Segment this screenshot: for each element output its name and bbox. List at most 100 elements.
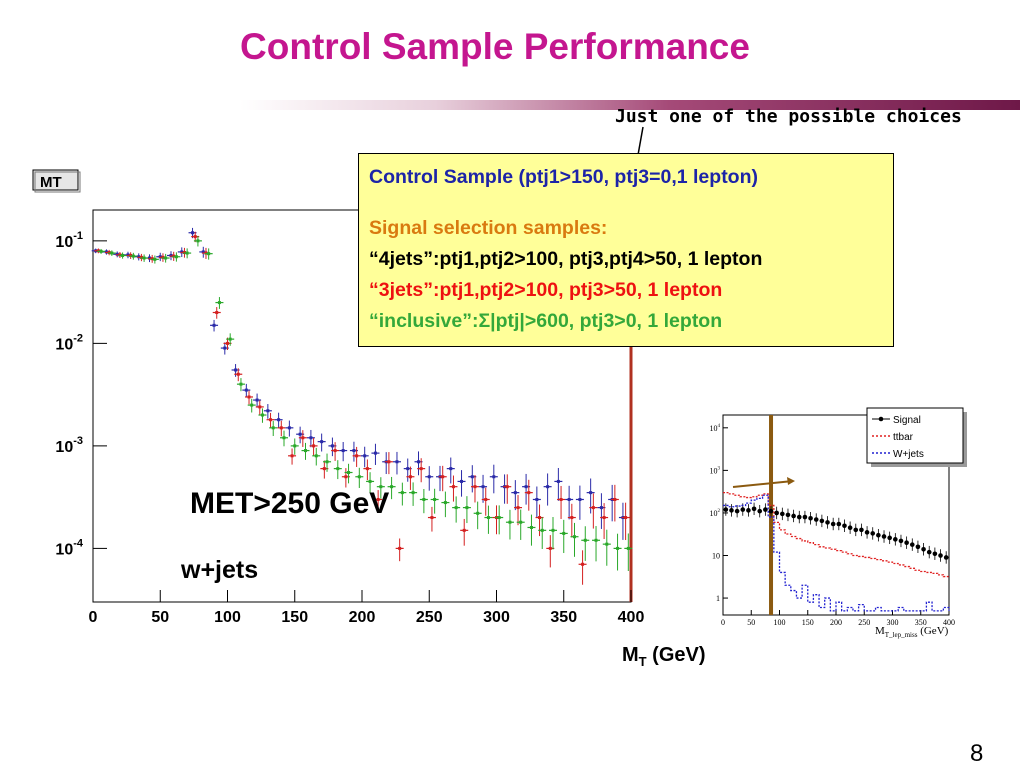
data-point	[503, 474, 512, 504]
inset-series-line	[723, 494, 950, 612]
data-point	[258, 408, 267, 423]
data-point	[323, 453, 332, 472]
signal-selection-header: Signal selection samples:	[369, 217, 608, 239]
data-point	[516, 509, 525, 540]
data-point	[279, 430, 288, 447]
y-tick-label: 10-1	[55, 230, 83, 251]
inset-data-point	[938, 549, 943, 562]
data-point	[554, 467, 563, 501]
data-point	[255, 400, 264, 415]
inset-data-point	[853, 523, 859, 537]
inset-x-tick-label: 350	[915, 618, 927, 627]
inset-data-point	[819, 514, 825, 528]
data-point	[441, 491, 450, 518]
data-point	[548, 517, 557, 550]
data-point	[288, 448, 297, 465]
slide-title: Control Sample Performance	[240, 26, 750, 67]
x-axis-unit-label: MT (GeV)	[622, 644, 706, 669]
data-point	[140, 254, 149, 262]
data-point	[575, 485, 584, 520]
data-point	[150, 255, 159, 264]
histogram-name: MT	[40, 174, 62, 191]
data-point	[449, 475, 458, 502]
inset-data-point	[791, 509, 796, 523]
inset-data-point	[734, 504, 740, 518]
data-point	[538, 517, 547, 549]
legend-ttbar: ttbar	[893, 432, 914, 443]
x-tick-label: 350	[550, 609, 577, 626]
data-point	[339, 441, 348, 462]
data-point	[527, 514, 536, 546]
inset-series-0	[723, 502, 949, 564]
inset-x-tick-label: 250	[858, 618, 870, 627]
data-point	[406, 466, 415, 490]
inset-data-point	[921, 543, 926, 556]
inset-data-point	[768, 504, 774, 518]
x-tick-label: 400	[618, 609, 645, 626]
data-point	[514, 495, 523, 526]
data-point	[479, 474, 488, 503]
page-number: 8	[970, 740, 984, 767]
data-point	[398, 482, 407, 506]
data-point	[495, 505, 504, 535]
inset-y-tick-label: 103	[710, 466, 721, 475]
data-point	[215, 297, 224, 309]
data-point	[118, 252, 127, 259]
data-point	[298, 430, 307, 447]
x-tick-label: 200	[349, 609, 376, 626]
data-point	[360, 446, 369, 468]
data-point	[107, 250, 116, 256]
data-point	[446, 457, 455, 484]
inset-data-point	[746, 504, 751, 517]
inset-data-point	[780, 507, 785, 521]
data-point	[565, 485, 574, 520]
data-point	[172, 252, 181, 262]
data-point	[578, 550, 587, 585]
data-point	[457, 470, 466, 497]
data-point	[236, 378, 245, 392]
data-point	[253, 393, 262, 408]
inset-data-point	[915, 540, 921, 554]
four-jets-line: “4jets”:ptj1,ptj2>100, ptj3,ptj4>50, 1 l…	[369, 248, 763, 270]
data-point	[395, 538, 404, 562]
data-point	[97, 248, 106, 254]
data-point	[481, 487, 490, 516]
data-point	[473, 501, 482, 530]
data-point	[301, 442, 310, 460]
data-point	[331, 442, 340, 461]
data-point	[376, 477, 385, 499]
data-point	[417, 458, 426, 483]
data-point	[363, 459, 372, 481]
inset-data-point	[813, 513, 819, 526]
inset-data-point	[774, 506, 779, 520]
data-point	[384, 452, 393, 475]
inset-x-tick-label: 50	[747, 618, 755, 627]
data-point	[570, 522, 579, 557]
y-tick-label: 10-2	[55, 332, 83, 353]
data-point	[183, 248, 192, 259]
data-point	[484, 505, 493, 534]
data-point	[210, 319, 219, 332]
data-point	[392, 451, 401, 475]
x-tick-label: 0	[89, 609, 98, 626]
data-point	[266, 412, 275, 428]
data-point	[624, 533, 633, 572]
data-point	[567, 503, 576, 538]
legend-wjets: W+jets	[893, 449, 924, 460]
inset-y-tick-label: 102	[710, 509, 721, 518]
inset-x-tick-label: 400	[943, 618, 955, 627]
inset-data-point	[859, 523, 864, 537]
x-tick-label: 150	[281, 609, 308, 626]
choice-note: Just one of the possible choices	[615, 106, 962, 127]
selection-info-box: Control Sample (ptj1>150, ptj3=0,1 lepto…	[358, 153, 894, 347]
data-point	[344, 463, 353, 484]
inset-x-tick-label: 150	[802, 618, 814, 627]
inset-data-point	[932, 547, 938, 560]
title-underline	[240, 100, 1020, 110]
inset-data-point	[757, 504, 763, 518]
data-point	[374, 490, 383, 512]
data-point	[317, 433, 326, 452]
data-point	[559, 519, 568, 554]
